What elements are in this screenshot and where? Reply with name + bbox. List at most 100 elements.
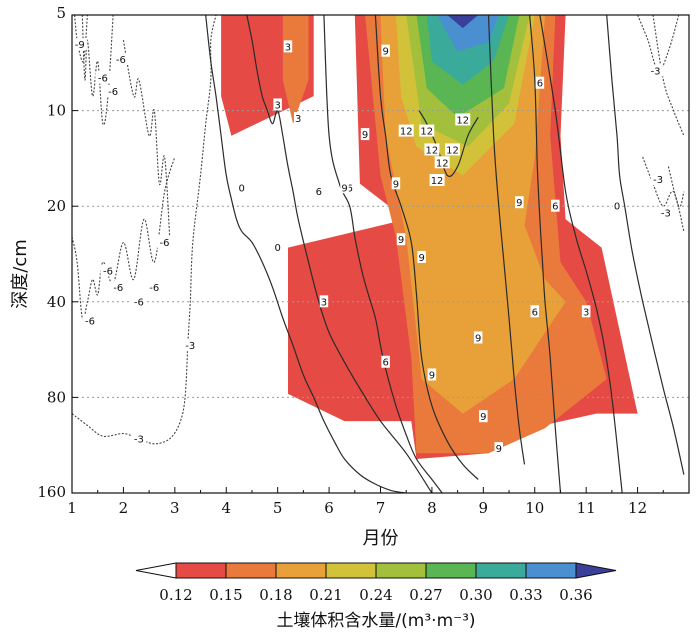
y-tick-label-5: 5 — [56, 4, 66, 22]
contour-label-text: 6 — [346, 183, 352, 194]
contour-label-text: 9 — [398, 235, 404, 246]
colorbar-label-6: 0.30 — [459, 586, 492, 604]
x-tick-label-6: 6 — [324, 499, 334, 517]
contour-label-32: 9 — [391, 177, 401, 190]
contour-label-text: 6 — [382, 358, 388, 369]
contour-label-bg — [455, 113, 471, 126]
contour-label-bg — [157, 235, 173, 248]
contour-label-bg — [612, 199, 622, 212]
colorbar-label-7: 0.33 — [509, 586, 542, 604]
contour-label-bg — [419, 124, 435, 137]
contour-line-3-12 — [246, 15, 433, 493]
contour-label-bg — [648, 64, 664, 77]
x-tick-label-9: 9 — [479, 499, 489, 517]
contour-label-bg — [237, 181, 246, 194]
contour-label-24: 6 — [345, 181, 354, 194]
x-tick-label-7: 7 — [376, 499, 386, 517]
contour-label-text: 6 — [537, 79, 543, 90]
colorbar-label-8: 0.36 — [559, 586, 592, 604]
y-axis-ticks: 5 10 20 40 80 160 — [37, 4, 78, 501]
contour-line-9-16 — [374, 15, 479, 480]
contour-label-text: -3 — [134, 434, 144, 445]
contour-label-16: 0 — [273, 241, 282, 254]
contour-label-text: -3 — [653, 175, 663, 186]
y-tick-label-40: 40 — [47, 293, 66, 311]
contour-line-0-11 — [606, 15, 685, 475]
moisture-fill-layer — [221, 15, 638, 459]
contour-label-41: 12 — [419, 124, 435, 138]
colorbar-box-5 — [425, 562, 477, 579]
contour-label-6: -6 — [146, 280, 162, 294]
colorbar-box-2 — [275, 562, 327, 579]
contour-label-text: 9 — [516, 198, 522, 209]
contour-label-text: -6 — [149, 283, 159, 294]
contour-line--3-9 — [187, 15, 217, 346]
contour-label-29: 9 — [381, 44, 390, 58]
x-axis-title: 月份 — [363, 528, 399, 549]
contour-label-text: -6 — [160, 238, 170, 249]
x-tick-label-3: 3 — [170, 499, 180, 517]
contour-label-42: 12 — [455, 113, 471, 126]
colorbar: 0.12 0.15 0.18 0.21 0.24 0.27 0.30 0.33 0.36 — [135, 562, 617, 604]
colorbar-box-6 — [475, 562, 527, 579]
contour-label-text: 9 — [382, 47, 388, 58]
contour-label-bg — [479, 410, 488, 423]
contour-label-text: -9 — [75, 40, 85, 51]
contour-label-bg — [530, 305, 539, 318]
contour-label-text: 3 — [274, 100, 280, 111]
x-axis-ticks: 1 2 3 4 5 6 7 8 9 10 11 12 — [67, 487, 664, 517]
contour-label-22: 3 — [581, 305, 591, 318]
contour-label-14: -3 — [658, 206, 674, 219]
x-tick-label-1: 1 — [67, 499, 77, 517]
contour-label-46: 12 — [429, 174, 445, 187]
contour-label-bg — [146, 280, 162, 293]
contour-label-bg — [381, 44, 390, 57]
contour-label-35: 9 — [427, 368, 437, 381]
contour-label-text: -6 — [116, 55, 126, 66]
contour-label-9: -6 — [82, 314, 98, 328]
contour-label-bg — [182, 339, 198, 352]
contour-label-bg — [110, 280, 126, 293]
contour-line--6-5 — [667, 166, 685, 208]
contour-label-31: 9 — [340, 181, 349, 194]
colorbar-box-0 — [175, 562, 227, 579]
contour-label-bg — [535, 76, 545, 89]
contour-label-bg — [319, 295, 329, 308]
y-axis-title: 深度/cm — [10, 239, 31, 309]
contour-label-text: 9 — [393, 179, 399, 190]
colorbar-label-1: 0.15 — [209, 586, 242, 604]
contour-line--3-7 — [642, 156, 685, 232]
contour-line--6-4 — [652, 15, 685, 136]
contour-label-bg — [434, 156, 450, 169]
contour-label-2: -6 — [105, 84, 121, 98]
y-tick-label-160: 160 — [37, 483, 66, 501]
contour-line-0-10 — [205, 15, 407, 493]
contour-label-34: 9 — [417, 250, 426, 264]
contour-label-bg — [381, 355, 390, 368]
contour-label-bg — [131, 432, 147, 445]
contour-label-text: 6 — [552, 202, 558, 213]
contour-label-text: -6 — [134, 297, 144, 308]
colorbar-label-3: 0.21 — [309, 586, 342, 604]
contour-label-bg — [100, 264, 116, 277]
contour-label-text: -3 — [651, 66, 661, 77]
x-tick-label-12: 12 — [628, 499, 647, 517]
contour-label-bg — [429, 174, 445, 187]
contour-label-30: 9 — [360, 128, 370, 141]
contour-label-text: 9 — [475, 333, 481, 344]
contour-line-6-15 — [529, 15, 562, 493]
contour-label-text: 9 — [496, 444, 502, 455]
contour-line--6-3 — [122, 40, 171, 238]
contour-label-15: 0 — [237, 181, 246, 194]
contour-label-text: -6 — [85, 317, 95, 328]
contour-label-bg — [444, 143, 460, 156]
contour-label-bg — [398, 124, 414, 137]
x-tick-label-11: 11 — [577, 499, 596, 517]
contour-line-6-14 — [323, 15, 443, 493]
contour-label-bg — [72, 38, 88, 51]
colorbar-box-7 — [525, 562, 577, 579]
contour-label-37: 9 — [479, 410, 488, 423]
x-tick-label-4: 4 — [221, 499, 231, 517]
moisture-region-9 — [437, 15, 499, 52]
